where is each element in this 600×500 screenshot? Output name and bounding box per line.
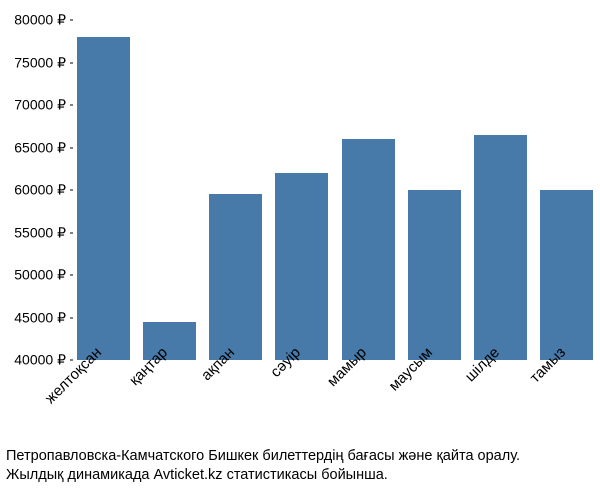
bar bbox=[474, 135, 527, 360]
caption-line-1: Петропавловска-Камчатского Бишкек билетт… bbox=[6, 447, 600, 467]
bar bbox=[275, 173, 328, 360]
bar bbox=[342, 139, 395, 360]
bar-slot bbox=[335, 20, 401, 360]
bar-slot bbox=[70, 20, 136, 360]
price-chart: 40000 ₽ 45000 ₽ 50000 ₽ 55000 ₽ 60000 ₽ 65000… bbox=[0, 0, 600, 500]
bar bbox=[77, 37, 130, 360]
bar-slot bbox=[136, 20, 202, 360]
bar bbox=[540, 190, 593, 360]
y-tick-label: 50000 ₽ bbox=[14, 267, 66, 284]
bar-slot bbox=[468, 20, 534, 360]
bars-group bbox=[70, 20, 600, 360]
bar-slot bbox=[203, 20, 269, 360]
y-tick-label: 70000 ₽ bbox=[14, 97, 66, 114]
caption-line-2: Жылдық динамикада Avticket.kz статистика… bbox=[6, 466, 600, 486]
y-tick-label: 75000 ₽ bbox=[14, 54, 66, 71]
y-tick-label: 80000 ₽ bbox=[14, 12, 66, 29]
y-tick-label: 40000 ₽ bbox=[14, 352, 66, 369]
bar-slot bbox=[534, 20, 600, 360]
chart-caption: Петропавловска-Камчатского Бишкек билетт… bbox=[0, 447, 600, 486]
bar bbox=[209, 194, 262, 360]
y-axis: 40000 ₽45000 ₽50000 ₽55000 ₽60000 ₽65000… bbox=[10, 20, 70, 360]
y-tick-label: 45000 ₽ bbox=[14, 309, 66, 326]
y-tick-label: 55000 ₽ bbox=[14, 224, 66, 241]
plot-area: 40000 ₽45000 ₽50000 ₽55000 ₽60000 ₽65000… bbox=[70, 20, 600, 360]
y-tick-label: 60000 ₽ bbox=[14, 182, 66, 199]
y-tick-label: 65000 ₽ bbox=[14, 139, 66, 156]
bar bbox=[408, 190, 461, 360]
bar-slot bbox=[269, 20, 335, 360]
bar-slot bbox=[401, 20, 467, 360]
